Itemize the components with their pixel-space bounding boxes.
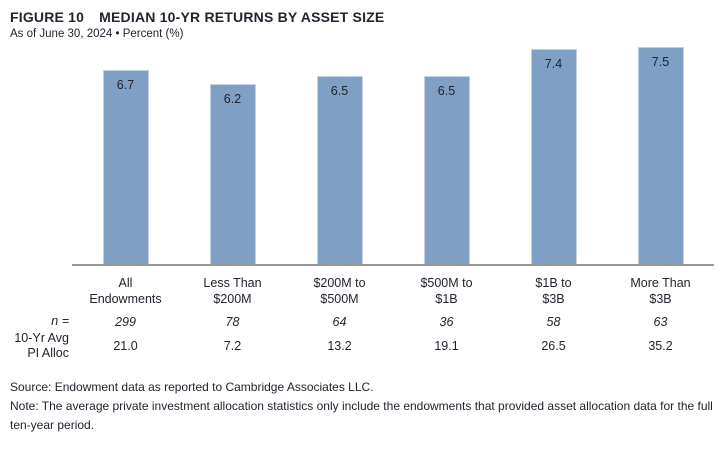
pi-alloc-value: 26.5	[541, 339, 566, 353]
stats-table: n = 299 78 64 36 58 63 10-Yr Avg PI Allo…	[0, 314, 724, 361]
source-note: Source: Endowment data as reported to Ca…	[10, 380, 374, 394]
bar-column: 7.4	[500, 49, 607, 264]
category-label: All Endowments	[89, 276, 162, 306]
bar-value-label: 6.5	[330, 83, 349, 98]
bar: 6.5	[423, 75, 470, 264]
pi-alloc-value: 13.2	[327, 339, 352, 353]
bar: 6.2	[209, 84, 256, 264]
table-row-pi-alloc: 10-Yr Avg PI Alloc 21.0 7.2 13.2 19.1 26…	[0, 331, 724, 361]
bar-column: 6.5	[393, 75, 500, 264]
n-value: 63	[653, 314, 668, 329]
category-label: More Than $3B	[630, 276, 691, 306]
bar-value-label: 7.5	[651, 54, 670, 69]
bar: 6.5	[316, 75, 363, 264]
title-row: FIGURE 10 MEDIAN 10-YR RETURNS BY ASSET S…	[10, 9, 724, 25]
bar-value-label: 6.5	[437, 83, 456, 98]
bar-column: 6.2	[179, 84, 286, 264]
pi-alloc-value: 35.2	[648, 339, 673, 353]
bar: 7.4	[530, 49, 577, 264]
bar-column: 7.5	[607, 46, 714, 264]
category-label: $200M to $500M	[313, 276, 366, 306]
bar-chart: 6.7 6.2 6.5 6.5 7.4	[72, 46, 714, 307]
footnotes: Source: Endowment data as reported to Ca…	[10, 378, 714, 435]
pi-alloc-row-label: 10-Yr Avg PI Alloc	[14, 331, 69, 360]
page-title: MEDIAN 10-YR RETURNS BY ASSET SIZE	[99, 9, 385, 25]
chart-header: FIGURE 10 MEDIAN 10-YR RETURNS BY ASSET S…	[0, 0, 724, 40]
pi-alloc-value: 21.0	[113, 339, 138, 353]
bar-column: 6.5	[286, 75, 393, 264]
n-row-label: n =	[51, 314, 69, 328]
bar: 6.7	[102, 69, 149, 264]
n-value: 78	[225, 314, 240, 329]
bar-value-label: 6.2	[223, 92, 242, 107]
bar-column: 6.7	[72, 69, 179, 264]
pi-alloc-value: 7.2	[223, 339, 242, 353]
pi-alloc-value: 19.1	[434, 339, 459, 353]
category-label: $500M to $1B	[420, 276, 473, 306]
plot-area: 6.7 6.2 6.5 6.5 7.4	[72, 46, 714, 266]
category-label: Less Than $200M	[203, 276, 262, 306]
n-value: 64	[332, 314, 347, 329]
category-axis: All Endowments Less Than $200M $200M to …	[72, 275, 714, 307]
bar-value-label: 6.7	[116, 77, 135, 92]
chart-subtitle: As of June 30, 2024 • Percent (%)	[10, 28, 184, 40]
category-label: $1B to $3B	[535, 276, 572, 306]
bar: 7.5	[637, 46, 684, 264]
n-value: 36	[439, 314, 454, 329]
figure-label: FIGURE 10	[10, 9, 85, 25]
note-text: Note: The average private investment all…	[10, 399, 713, 432]
bar-value-label: 7.4	[544, 57, 563, 72]
table-row-n: n = 299 78 64 36 58 63	[0, 314, 724, 329]
n-value: 58	[546, 314, 561, 329]
n-value: 299	[115, 314, 136, 329]
